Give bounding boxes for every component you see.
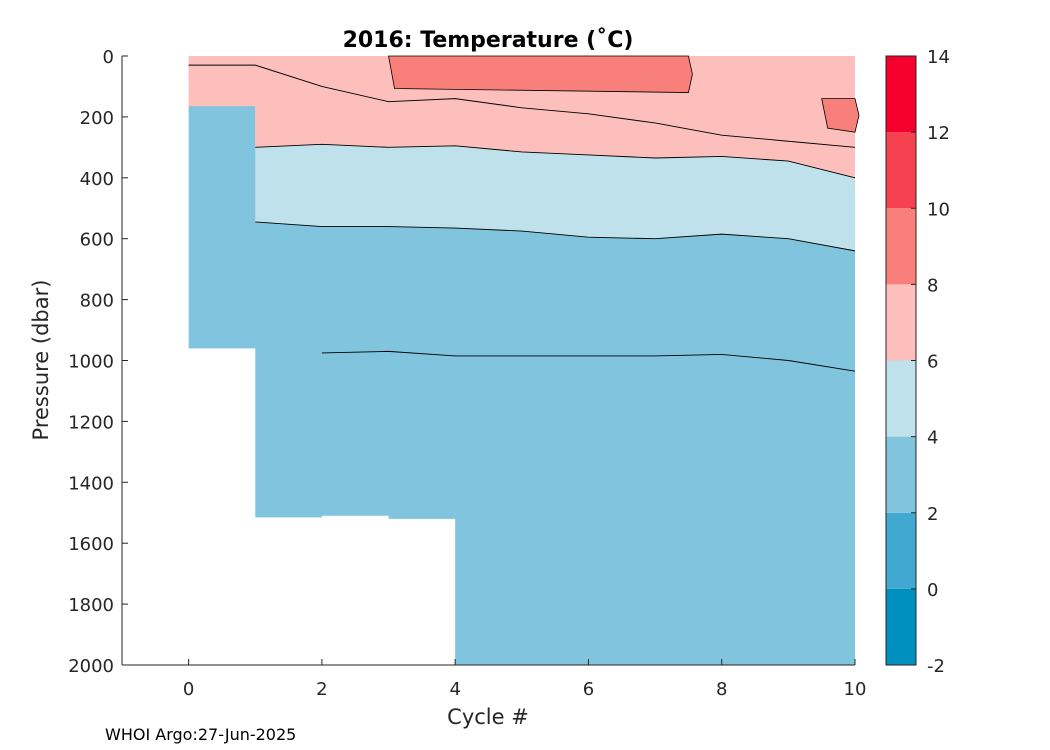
colorbar-tick-label: 8 bbox=[927, 275, 938, 296]
contour-line-2 bbox=[321, 350, 856, 372]
colorbar-tick-label: 0 bbox=[927, 580, 938, 601]
colorbar-swatch bbox=[886, 512, 916, 589]
colorbar-swatch bbox=[886, 436, 916, 513]
y-tick-label: 1800 bbox=[68, 595, 114, 616]
y-axis: 0 200 400 600 800 1000 1200 1400 1600 1800 2000 bbox=[68, 47, 128, 677]
contour-line-8 bbox=[188, 64, 856, 148]
colorbar-tick-label: 14 bbox=[927, 47, 950, 68]
colorbar-swatch bbox=[886, 208, 916, 285]
y-tick-label: 1000 bbox=[68, 352, 114, 373]
x-axis: 0 2 4 6 8 10 bbox=[183, 659, 867, 700]
colorbar-tick-label: 6 bbox=[927, 352, 938, 373]
y-tick-label: 0 bbox=[103, 47, 114, 68]
contour-line-4 bbox=[255, 221, 856, 252]
colorbar-tick-label: -2 bbox=[927, 656, 945, 677]
y-tick-label: 200 bbox=[80, 108, 114, 129]
colorbar-tick-label: 4 bbox=[927, 428, 938, 449]
x-tick-label: 6 bbox=[583, 679, 594, 700]
colorbar: -2 0 2 4 6 8 10 12 14 bbox=[885, 47, 950, 677]
y-tick-label: 800 bbox=[80, 291, 114, 312]
colorbar-swatch bbox=[886, 132, 916, 209]
credit-footer: WHOI Argo:27-Jun-2025 bbox=[105, 725, 297, 744]
colorbar-tick-label: 12 bbox=[927, 123, 950, 144]
warm-patch-2 bbox=[821, 98, 860, 133]
y-tick-label: 400 bbox=[80, 169, 114, 190]
y-tick-label: 600 bbox=[80, 230, 114, 251]
y-axis-label: Pressure (dbar) bbox=[29, 280, 53, 441]
colorbar-tick-label: 10 bbox=[927, 199, 950, 220]
warm-patch-1 bbox=[388, 55, 693, 93]
x-tick-label: 4 bbox=[449, 679, 460, 700]
y-tick-label: 1400 bbox=[68, 473, 114, 494]
x-tick-label: 8 bbox=[716, 679, 727, 700]
x-tick-label: 2 bbox=[316, 679, 327, 700]
colorbar-swatch bbox=[886, 360, 916, 437]
x-tick-label: 10 bbox=[844, 679, 867, 700]
y-tick-label: 1200 bbox=[68, 412, 114, 433]
x-axis-label: Cycle # bbox=[447, 705, 529, 729]
colorbar-swatch bbox=[886, 56, 916, 133]
colorbar-swatch bbox=[886, 588, 916, 665]
colorbar-tick-label: 2 bbox=[927, 504, 938, 525]
y-tick-label: 2000 bbox=[68, 656, 114, 677]
plot-area bbox=[121, 55, 860, 666]
contour-line-6 bbox=[255, 143, 856, 179]
y-tick-label: 1600 bbox=[68, 534, 114, 555]
colorbar-swatch bbox=[886, 284, 916, 361]
chart-title: 2016: Temperature (˚C) bbox=[343, 28, 634, 53]
x-tick-label: 0 bbox=[183, 679, 194, 700]
